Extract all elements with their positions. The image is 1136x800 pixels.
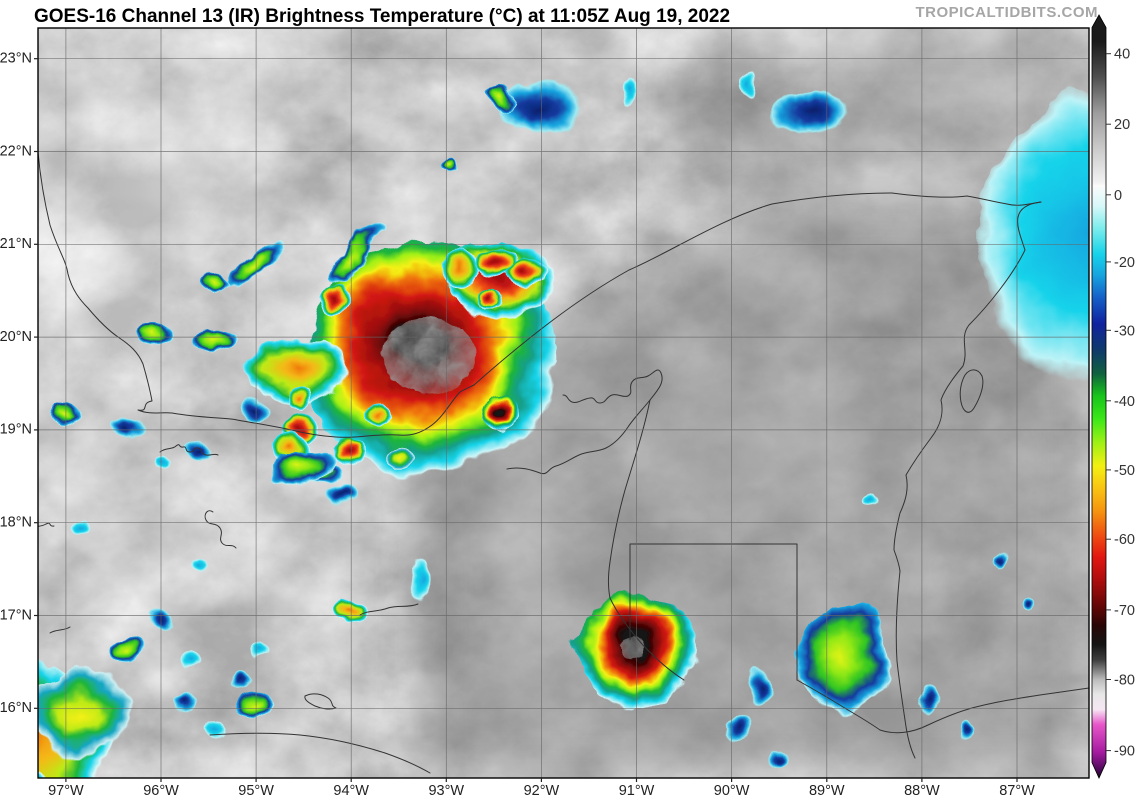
svg-text:-20: -20 [1114,255,1135,271]
svg-text:16°N: 16°N [0,700,32,716]
svg-text:-50: -50 [1114,463,1135,479]
svg-text:-70: -70 [1114,603,1135,619]
svg-text:91°W: 91°W [619,783,655,799]
svg-text:-80: -80 [1114,673,1135,689]
svg-text:88°W: 88°W [904,783,940,799]
svg-text:20°N: 20°N [0,329,32,345]
svg-text:-60: -60 [1114,532,1135,548]
svg-text:-40: -40 [1114,394,1135,410]
svg-text:97°W: 97°W [48,783,84,799]
svg-text:0: 0 [1114,188,1122,204]
svg-text:95°W: 95°W [238,783,274,799]
svg-text:20: 20 [1114,117,1130,133]
svg-text:23°N: 23°N [0,51,32,67]
svg-text:-30: -30 [1114,323,1135,339]
svg-text:17°N: 17°N [0,607,32,623]
svg-text:40: 40 [1114,47,1130,63]
svg-text:18°N: 18°N [0,515,32,531]
svg-text:96°W: 96°W [143,783,179,799]
svg-text:92°W: 92°W [524,783,560,799]
svg-text:87°W: 87°W [999,783,1035,799]
svg-text:93°W: 93°W [428,783,464,799]
svg-text:19°N: 19°N [0,422,32,438]
svg-text:90°W: 90°W [714,783,750,799]
svg-text:TROPICALTIDBITS.COM: TROPICALTIDBITS.COM [915,4,1098,21]
svg-text:89°W: 89°W [809,783,845,799]
svg-text:21°N: 21°N [0,236,32,252]
svg-text:-90: -90 [1114,744,1135,760]
svg-text:94°W: 94°W [333,783,369,799]
svg-text:22°N: 22°N [0,143,32,159]
svg-text:GOES-16 Channel 13 (IR) Bright: GOES-16 Channel 13 (IR) Brightness Tempe… [34,6,730,27]
